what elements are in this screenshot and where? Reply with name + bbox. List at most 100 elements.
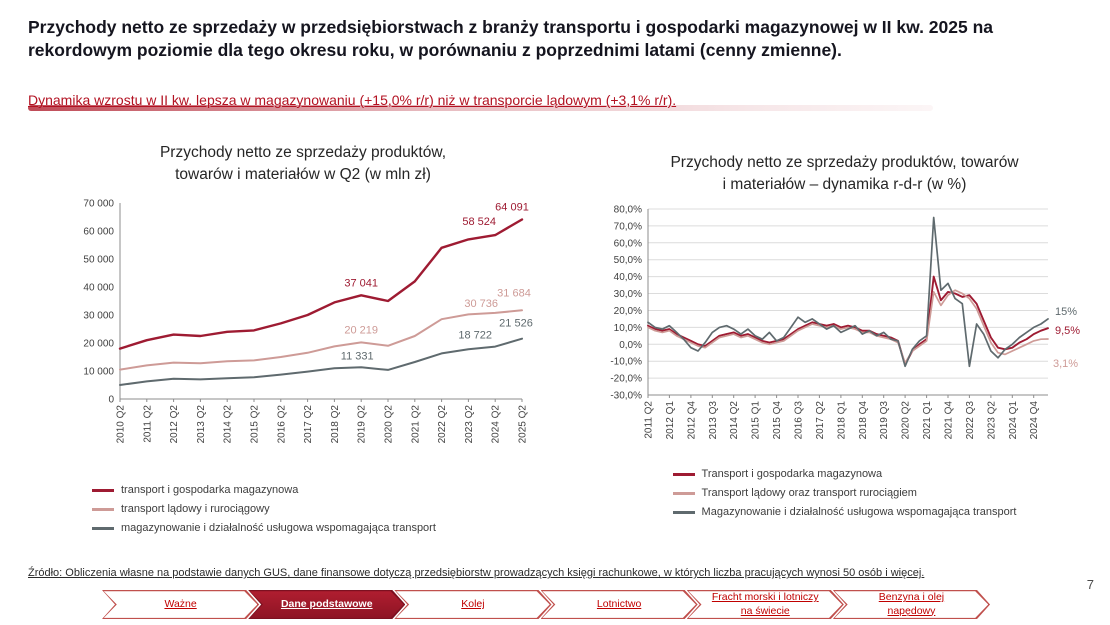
svg-text:11 331: 11 331 xyxy=(341,351,374,363)
legend-item: transport i gospodarka magazynowa xyxy=(92,484,548,496)
nav-tab-lotnictwo[interactable]: Lotnictwo xyxy=(541,590,698,619)
svg-text:2022 Q3: 2022 Q3 xyxy=(965,401,976,440)
nav-tab-label: Dane podstawowe xyxy=(280,597,373,610)
svg-text:2010 Q2: 2010 Q2 xyxy=(116,405,127,444)
nav-tab-label: Lotnictwo xyxy=(596,597,642,610)
legend-item: Transport lądowy oraz transport rurociąg… xyxy=(672,487,1017,500)
nav-tab-wazne[interactable]: Ważne xyxy=(102,590,259,619)
svg-text:2015 Q2: 2015 Q2 xyxy=(250,405,261,444)
svg-text:2012 Q4: 2012 Q4 xyxy=(686,401,697,440)
svg-text:60,0%: 60,0% xyxy=(614,239,642,250)
svg-text:64 091: 64 091 xyxy=(495,202,529,214)
legend-label: Magazynowanie i działalność usługowa wsp… xyxy=(701,506,1017,519)
svg-text:10,0%: 10,0% xyxy=(614,323,642,334)
legend-line-swatch xyxy=(92,527,114,530)
legend-label: Transport lądowy oraz transport rurociąg… xyxy=(701,487,917,500)
chart-revenue-plot: 70 000 60 000 50 000 40 000 30 000 20 000 10 0… xyxy=(83,199,532,444)
svg-text:-10,0%: -10,0% xyxy=(610,357,642,368)
legend-label: transport i gospodarka magazynowa xyxy=(121,484,299,497)
svg-text:18 722: 18 722 xyxy=(458,330,492,342)
nav-tab-label: Benzyna i olej xyxy=(878,591,945,604)
legend-label: magazynowanie i działalność usługowa wsp… xyxy=(121,522,436,535)
chart-dynamics-plot: 80,0% 70,0% 60,0% 50,0% 40,0% 30,0% 20,0% 10,0%… xyxy=(610,205,1080,440)
chart-revenue-title: Przychody netto ze sprzedaży produktów, … xyxy=(159,144,447,183)
nav-tab-kolej[interactable]: Kolej xyxy=(394,590,551,619)
svg-text:2021 Q2: 2021 Q2 xyxy=(410,405,421,444)
page-number: 7 xyxy=(1086,577,1094,592)
svg-text:0,0%: 0,0% xyxy=(619,340,642,351)
svg-text:9,5%: 9,5% xyxy=(1055,326,1080,338)
svg-text:2018 Q1: 2018 Q1 xyxy=(836,401,847,440)
svg-text:2024 Q1: 2024 Q1 xyxy=(1008,401,1019,440)
svg-text:2014 Q2: 2014 Q2 xyxy=(729,401,740,440)
svg-text:-30,0%: -30,0% xyxy=(610,391,642,402)
svg-text:2015 Q4: 2015 Q4 xyxy=(772,401,783,440)
svg-text:20 219: 20 219 xyxy=(344,325,378,337)
legend-label: Transport i gospodarka magazynowa xyxy=(701,468,883,481)
nav-tab-face: Lotnictwo xyxy=(542,591,696,618)
svg-text:-20,0%: -20,0% xyxy=(610,374,642,385)
svg-text:70,0%: 70,0% xyxy=(614,222,642,233)
nav-tab-face: Fracht morski i lotniczy na świecie xyxy=(688,591,842,618)
legend-line-swatch xyxy=(672,511,695,514)
svg-text:2013 Q2: 2013 Q2 xyxy=(196,405,207,444)
svg-text:3,1%: 3,1% xyxy=(1053,358,1078,370)
chart-dynamics-title: Przychody netto ze sprzedaży produktów, … xyxy=(670,154,1019,193)
svg-text:2011 Q2: 2011 Q2 xyxy=(142,405,153,443)
svg-text:2011 Q2: 2011 Q2 xyxy=(644,401,655,439)
nav-tab-label: na świecie xyxy=(740,604,790,617)
svg-text:2024 Q4: 2024 Q4 xyxy=(1029,401,1040,440)
svg-text:2020 Q2: 2020 Q2 xyxy=(384,405,395,444)
svg-text:2017 Q2: 2017 Q2 xyxy=(815,401,826,440)
svg-text:2016 Q2: 2016 Q2 xyxy=(276,405,287,444)
nav-tab-label: napędowy xyxy=(887,604,936,617)
svg-text:2012 Q1: 2012 Q1 xyxy=(665,401,676,440)
svg-text:15%: 15% xyxy=(1055,306,1077,318)
svg-text:2021 Q1: 2021 Q1 xyxy=(922,401,933,440)
svg-text:2018 Q4: 2018 Q4 xyxy=(858,401,869,440)
svg-text:2017 Q2: 2017 Q2 xyxy=(303,405,314,444)
legend-item: Magazynowanie i działalność usługowa wsp… xyxy=(672,506,1017,519)
svg-text:37 041: 37 041 xyxy=(344,278,378,290)
nav-tab-fracht-morski-i-lotniczy-na-swiecie[interactable]: Fracht morski i lotniczy na świecie xyxy=(687,590,844,619)
svg-text:2020 Q2: 2020 Q2 xyxy=(901,401,912,440)
svg-text:2019 Q2: 2019 Q2 xyxy=(357,405,368,444)
nav-tab-benzyna-i-olej-napedowy[interactable]: Benzyna i olej napędowy xyxy=(833,590,990,619)
svg-text:80,0%: 80,0% xyxy=(614,205,642,216)
svg-text:2023 Q2: 2023 Q2 xyxy=(986,401,997,440)
chart-revenue-legend: transport i gospodarka magazynowa transpo… xyxy=(92,484,548,534)
svg-text:0: 0 xyxy=(108,395,114,406)
svg-text:30,0%: 30,0% xyxy=(614,289,642,300)
svg-text:60 000: 60 000 xyxy=(83,227,114,238)
chart-revenue-block: Przychody netto ze sprzedaży produktów, … xyxy=(58,142,548,534)
chart-dynamics-legend: Transport i gospodarka magazynowa Transpo… xyxy=(672,468,1017,519)
nav-tab-face: Benzyna i olej napędowy xyxy=(835,591,989,618)
page-title: Przychody netto ze sprzedaży w przedsięb… xyxy=(28,17,994,60)
svg-text:31 684: 31 684 xyxy=(497,288,531,300)
nav-tab-label: Kolej xyxy=(461,597,485,610)
svg-text:20,0%: 20,0% xyxy=(614,306,642,317)
legend-item: magazynowanie i działalność usługowa wsp… xyxy=(92,522,548,534)
source-note: Źródło: Obliczenia własne na podstawie d… xyxy=(28,567,925,579)
legend-line-swatch xyxy=(92,489,114,492)
legend-item: Transport i gospodarka magazynowa xyxy=(672,468,1017,481)
svg-text:2014 Q2: 2014 Q2 xyxy=(223,405,234,444)
svg-text:2023 Q2: 2023 Q2 xyxy=(464,405,475,444)
subtitle-text: Dynamika wzrostu w II kw. lepsza w magaz… xyxy=(28,92,677,108)
svg-text:2025 Q2: 2025 Q2 xyxy=(518,405,529,444)
svg-text:50,0%: 50,0% xyxy=(614,256,642,267)
svg-text:50 000: 50 000 xyxy=(83,255,114,266)
svg-text:2018 Q2: 2018 Q2 xyxy=(330,405,341,444)
svg-text:58 524: 58 524 xyxy=(462,216,496,228)
legend-line-swatch xyxy=(92,508,114,511)
legend-line-swatch xyxy=(672,492,695,495)
legend-label: transport lądowy i rurociągowy xyxy=(121,503,270,516)
svg-text:40,0%: 40,0% xyxy=(614,272,642,283)
nav-tab-dane-podstawowe[interactable]: Dane podstawowe xyxy=(248,590,405,619)
svg-text:2013 Q3: 2013 Q3 xyxy=(708,401,719,440)
nav-tab-label: Ważne xyxy=(164,597,197,610)
nav-tab-label: Fracht morski i lotniczy xyxy=(711,591,819,604)
svg-text:70 000: 70 000 xyxy=(83,199,114,210)
legend-item: transport lądowy i rurociągowy xyxy=(92,503,548,515)
highlight-smear xyxy=(28,105,933,111)
